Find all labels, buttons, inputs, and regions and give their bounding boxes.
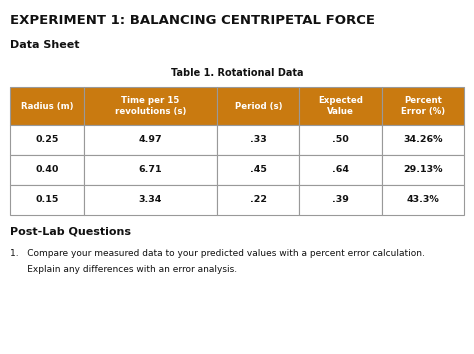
Bar <box>217 155 300 185</box>
Text: Expected
Value: Expected Value <box>318 96 363 116</box>
Text: Post-Lab Questions: Post-Lab Questions <box>10 227 131 237</box>
Bar <box>382 185 464 215</box>
Text: 0.40: 0.40 <box>35 166 59 175</box>
Text: Percent
Error (%): Percent Error (%) <box>401 96 445 116</box>
Bar <box>382 125 464 155</box>
Text: Data Sheet: Data Sheet <box>10 40 80 50</box>
Bar <box>84 125 217 155</box>
Text: Table 1. Rotational Data: Table 1. Rotational Data <box>171 68 303 78</box>
Bar <box>84 185 217 215</box>
Text: 1.   Compare your measured data to your predicted values with a percent error ca: 1. Compare your measured data to your pr… <box>10 249 425 258</box>
Bar <box>300 185 382 215</box>
Bar <box>84 155 217 185</box>
Bar <box>382 87 464 125</box>
Bar <box>217 87 300 125</box>
Text: EXPERIMENT 1: BALANCING CENTRIPETAL FORCE: EXPERIMENT 1: BALANCING CENTRIPETAL FORC… <box>10 14 375 27</box>
Text: .45: .45 <box>250 166 267 175</box>
Text: 43.3%: 43.3% <box>407 195 439 205</box>
Text: 34.26%: 34.26% <box>403 136 443 144</box>
Bar <box>300 125 382 155</box>
Text: Period (s): Period (s) <box>235 102 282 110</box>
Bar <box>300 87 382 125</box>
Text: 6.71: 6.71 <box>138 166 162 175</box>
Bar <box>382 155 464 185</box>
Text: .33: .33 <box>250 136 267 144</box>
Text: Explain any differences with an error analysis.: Explain any differences with an error an… <box>10 265 237 274</box>
Text: .22: .22 <box>250 195 267 205</box>
Bar <box>10 87 84 125</box>
Text: Time per 15
revolutions (s): Time per 15 revolutions (s) <box>115 96 186 116</box>
Bar <box>84 87 217 125</box>
Text: 0.25: 0.25 <box>35 136 59 144</box>
Bar <box>300 155 382 185</box>
Text: 0.15: 0.15 <box>35 195 59 205</box>
Bar <box>10 155 84 185</box>
Text: .39: .39 <box>332 195 349 205</box>
Bar <box>10 185 84 215</box>
Text: 29.13%: 29.13% <box>403 166 443 175</box>
Text: Radius (m): Radius (m) <box>21 102 73 110</box>
Text: 3.34: 3.34 <box>139 195 162 205</box>
Text: 4.97: 4.97 <box>138 136 162 144</box>
Bar <box>10 125 84 155</box>
Text: .64: .64 <box>332 166 349 175</box>
Bar <box>217 185 300 215</box>
Bar <box>217 125 300 155</box>
Text: .50: .50 <box>332 136 349 144</box>
